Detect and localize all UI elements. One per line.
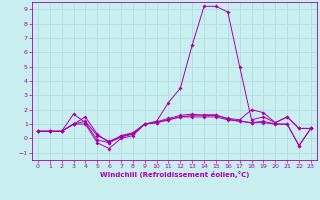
X-axis label: Windchill (Refroidissement éolien,°C): Windchill (Refroidissement éolien,°C) bbox=[100, 171, 249, 178]
